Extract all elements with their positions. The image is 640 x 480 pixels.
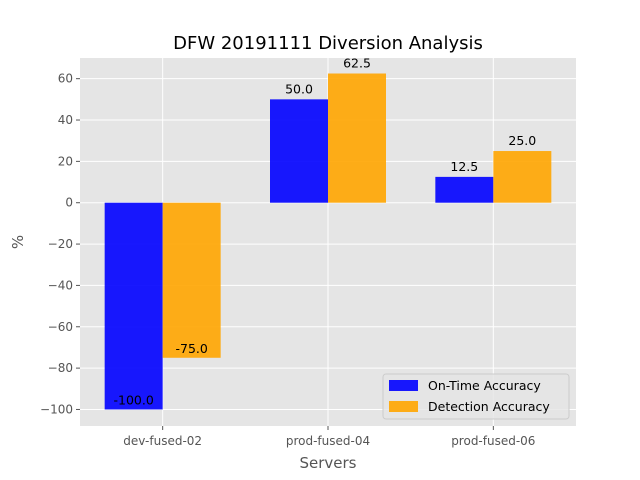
bar	[435, 176, 494, 203]
y-tick-label: −60	[48, 320, 73, 334]
chart-title: DFW 20191111 Diversion Analysis	[173, 33, 483, 54]
x-axis-label: Servers	[299, 454, 356, 472]
legend-box	[382, 373, 570, 420]
y-tick-label: −100	[40, 402, 73, 416]
x-tick-label: prod-fused-06	[451, 434, 535, 448]
x-axis-ticks: dev-fused-02 prod-fused-04 prod-fused-06	[123, 426, 535, 448]
y-tick-label: 0	[65, 196, 73, 210]
data-label: 25.0	[508, 133, 536, 148]
bar	[493, 151, 552, 203]
data-label: -100.0	[114, 392, 154, 407]
y-tick-label: 60	[58, 72, 73, 86]
data-label: -75.0	[175, 341, 207, 356]
y-tick-label: 20	[58, 154, 73, 168]
data-label: 50.0	[285, 81, 313, 96]
legend-swatch-detection	[389, 401, 418, 412]
y-tick-label: −20	[48, 237, 73, 251]
bars	[104, 73, 552, 410]
legend-label-on-time: On-Time Accuracy	[428, 378, 541, 393]
data-labels: -100.0 50.0 12.5 -75.0 62.5 25.0	[114, 56, 537, 408]
bar	[104, 202, 163, 410]
x-tick-label: prod-fused-04	[286, 434, 370, 448]
bar	[270, 99, 328, 203]
legend-swatch-on-time	[389, 380, 418, 391]
y-tick-label: 40	[58, 113, 73, 127]
bar	[328, 73, 386, 203]
legend: On-Time Accuracy Detection Accuracy	[382, 373, 570, 420]
data-label: 62.5	[343, 56, 371, 71]
y-axis-ticks: −100 −80 −60 −40 −20 0 20 40 60	[40, 72, 80, 416]
data-label: 12.5	[450, 159, 478, 174]
x-tick-label: dev-fused-02	[123, 434, 202, 448]
legend-label-detection: Detection Accuracy	[428, 399, 550, 414]
bar	[162, 202, 221, 358]
y-tick-label: −40	[48, 278, 73, 292]
y-tick-label: −80	[48, 361, 73, 375]
y-axis-label: %	[9, 235, 27, 249]
